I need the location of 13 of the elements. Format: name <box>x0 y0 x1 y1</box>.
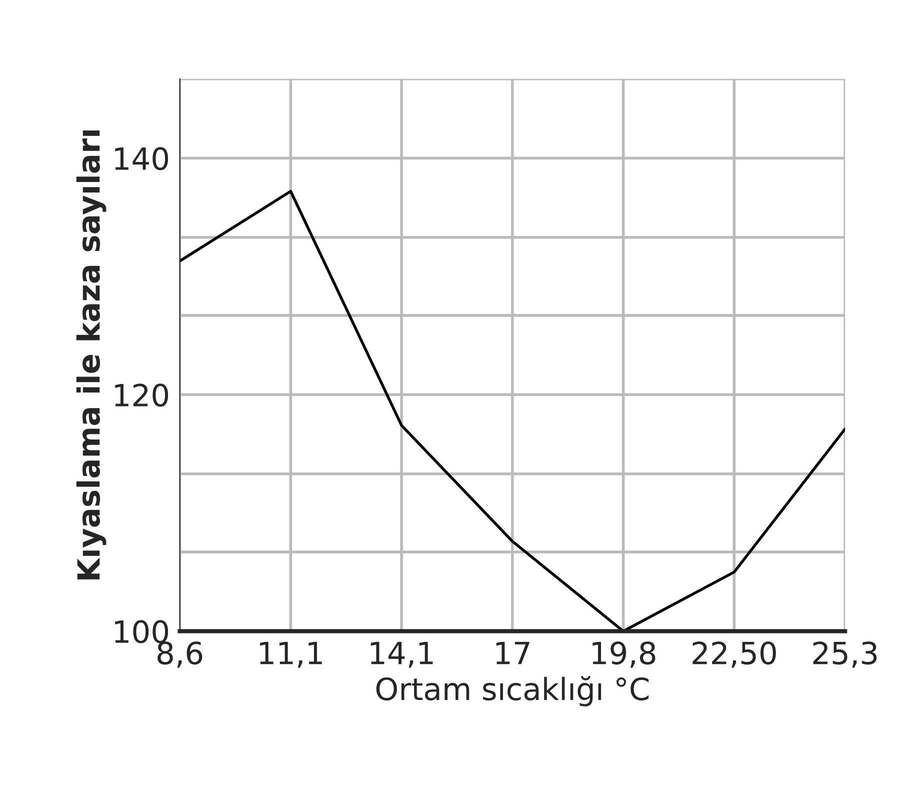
x-tick-label: 11,1 <box>260 642 322 668</box>
x-tick-label: 19,8 <box>592 641 656 668</box>
y-axis-title: Kıyaslama ile kaza sayıları <box>76 130 106 580</box>
x-tick-label: 14,1 <box>370 642 433 668</box>
x-tick-label: 25,3 <box>813 641 877 668</box>
x-tick-label: 22,50 <box>692 641 776 668</box>
y-tick-label: 140 <box>115 147 168 170</box>
y-tick-label: 100 <box>115 620 168 644</box>
x-tick-label: 17 <box>496 642 530 664</box>
y-tick-label: 120 <box>115 384 168 407</box>
line-series <box>180 190 846 632</box>
x-axis-title: Ortam sıcaklığı °C <box>376 676 649 706</box>
x-tick-label: 8,6 <box>158 641 202 668</box>
